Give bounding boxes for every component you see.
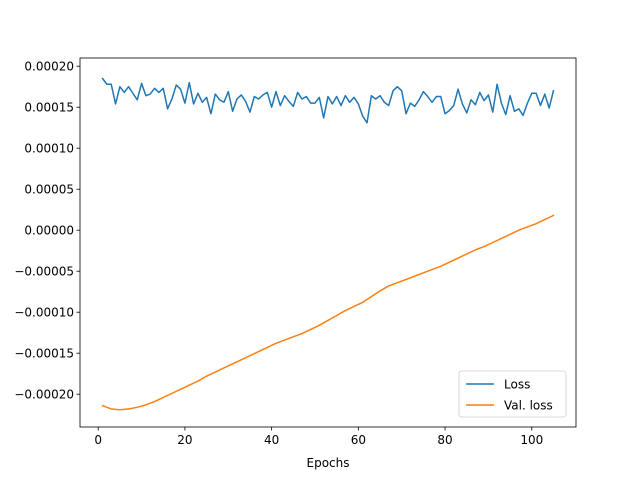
x-axis-label: Epochs [307,456,350,470]
legend-label: Loss [504,377,530,391]
y-tick-label: −0.00020 [14,388,74,402]
x-axis-ticks: 0 20 40 60 80 100 [94,427,543,447]
legend: Loss Val. loss [458,370,567,418]
y-tick-label: −0.00015 [14,347,74,361]
x-tick-label: 20 [177,433,192,447]
legend-label: Val. loss [504,398,553,412]
x-tick-label: 80 [437,433,452,447]
y-tick-label: −0.00010 [14,306,74,320]
y-tick-label: 0.00000 [24,224,74,238]
series-line-val-loss [101,214,555,411]
plot-frame [79,57,577,428]
series-line-loss [101,77,555,124]
y-tick-label: −0.00005 [14,265,74,279]
y-tick-label: 0.00005 [24,183,74,197]
y-axis-ticks: −0.00020 −0.00015 −0.00010 −0.00005 0.00000 0… [14,60,80,402]
y-tick-label: 0.00020 [24,60,74,74]
y-tick-label: 0.00015 [24,101,74,115]
x-tick-label: 0 [94,433,102,447]
axes-frame [79,57,577,428]
x-tick-label: 60 [351,433,366,447]
x-tick-label: 40 [264,433,279,447]
y-tick-label: 0.00010 [24,142,74,156]
series-layer [101,77,555,411]
x-tick-label: 100 [520,433,543,447]
